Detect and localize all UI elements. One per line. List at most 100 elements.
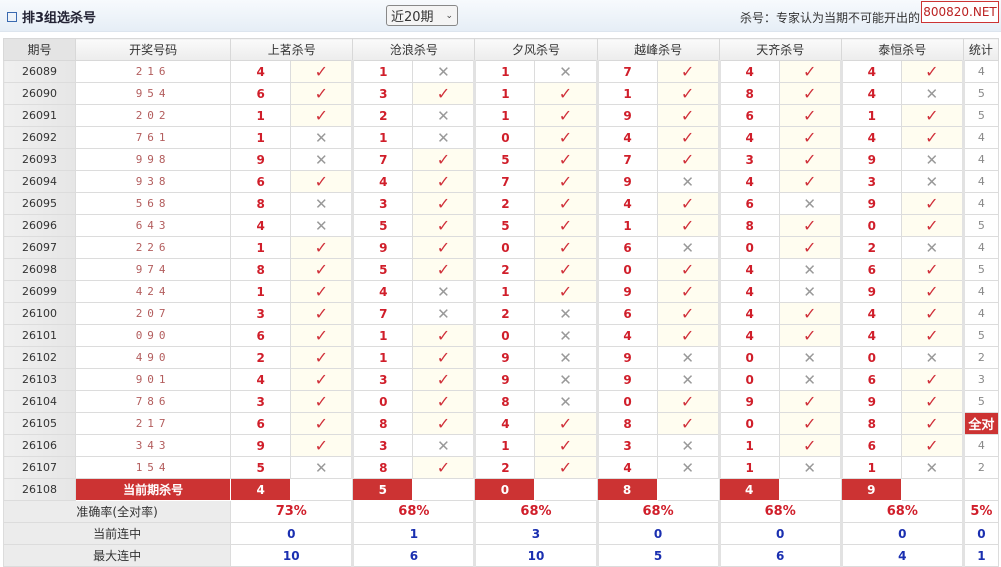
current-label: 当前期杀号 [75,478,232,501]
kill-number-cell: 0 [473,324,536,347]
kill-number-cell: 4 [717,324,780,347]
current-kill-cell: 4 [718,478,780,501]
check-icon: ✓ [656,214,720,237]
kill-number-cell: 0 [839,214,902,237]
kill-number-cell: 9 [595,346,658,369]
stat-cell: 5 [961,104,1000,127]
kill-number-cell: 9 [595,170,658,193]
check-icon: ✓ [534,82,598,105]
check-icon: ✓ [290,170,354,193]
draw-number-cell: 343 [75,434,232,457]
check-icon: ✓ [412,214,476,237]
top-bar: 排3组选杀号 近20期 ⌄ 杀号：专家认为当期不可能开出的 800820.NET [0,0,1001,32]
cross-icon: ✕ [534,324,598,347]
table-row: 26105 217 6 ✓ 8 ✓ 4 ✓ 8 ✓ 0 ✓ 8 ✓ 全对 [2,412,1000,435]
check-icon: ✓ [778,148,842,171]
check-icon: ✓ [656,104,720,127]
check-icon: ✓ [290,82,354,105]
check-icon: ✓ [900,434,964,457]
draw-number-cell: 786 [75,390,232,413]
check-icon: ✓ [412,456,476,479]
stat-cell: 4 [961,148,1000,171]
check-icon: ✓ [534,192,598,215]
current-kill-cell: 5 [352,478,414,501]
kill-number-cell: 3 [839,170,902,193]
kill-number-cell: 1 [473,60,536,83]
cross-icon: ✕ [290,148,354,171]
empty-cell [900,478,964,501]
cross-icon: ✕ [534,60,598,83]
check-icon: ✓ [900,126,964,149]
square-icon [7,11,17,22]
kill-number-cell: 2 [473,302,536,325]
kill-number-cell: 4 [717,126,780,149]
draw-number-cell: 226 [75,236,232,259]
check-icon: ✓ [534,104,598,127]
kill-number-cell: 4 [839,82,902,105]
kill-number-cell: 1 [230,126,292,149]
kill-number-cell: 1 [230,104,292,127]
check-icon: ✓ [656,390,720,413]
col-expert: 天齐杀号 [718,38,842,61]
stat-cell: 3 [961,368,1000,391]
period-range-value: 近20期 [391,10,434,25]
check-icon: ✓ [778,126,842,149]
kill-number-cell: 9 [595,104,658,127]
period-cell: 26094 [2,170,77,193]
watermark-logo: 800820.NET [921,1,999,23]
col-expert: 沧浪杀号 [352,38,476,61]
period-cell: 26090 [2,82,77,105]
cross-icon: ✕ [656,236,720,259]
kill-number-cell: 1 [839,456,902,479]
kill-number-cell: 4 [839,126,902,149]
kill-number-cell: 9 [839,192,902,215]
col-expert: 夕风杀号 [474,38,598,61]
kill-number-cell: 8 [595,412,658,435]
check-icon: ✓ [900,324,964,347]
kill-number-cell: 6 [230,170,292,193]
kill-number-cell: 5 [351,258,414,281]
kill-number-cell: 8 [351,456,414,479]
draw-number-cell: 090 [75,324,232,347]
check-icon: ✓ [534,280,598,303]
summary-stat: 5% [961,500,1000,523]
summary-value: 6 [717,544,842,567]
cross-icon: ✕ [656,456,720,479]
check-icon: ✓ [656,82,720,105]
stat-cell [961,478,1000,501]
kill-number-cell: 1 [351,324,414,347]
current-kill-cell: 9 [840,478,902,501]
period-cell: 26103 [2,368,77,391]
kill-number-cell: 1 [595,82,658,105]
kill-number-cell: 2 [839,236,902,259]
stat-cell: 4 [961,170,1000,193]
summary-value: 10 [473,544,598,567]
draw-number-cell: 901 [75,368,232,391]
cross-icon: ✕ [900,346,964,369]
kill-number-cell: 9 [839,390,902,413]
period-range-select[interactable]: 近20期 ⌄ [386,5,458,26]
kill-number-cell: 6 [230,324,292,347]
kill-number-cell: 9 [717,390,780,413]
kill-number-table: 期号 开奖号码 上茗杀号 沧浪杀号 夕风杀号 越峰杀号 天齐杀号 泰恒杀号 统计 26089… [2,38,1000,567]
col-stat: 统计 [962,38,1000,61]
table-row: 26094 938 6 ✓ 4 ✓ 7 ✓ 9 ✕ 4 ✓ 3 ✕ 4 [2,170,1000,193]
summary-value: 68% [595,500,720,523]
check-icon: ✓ [900,258,964,281]
check-icon: ✓ [778,412,842,435]
summary-value: 0 [230,522,354,545]
period-cell: 26099 [2,280,77,303]
kill-number-cell: 3 [351,82,414,105]
summary-value: 1 [351,522,476,545]
cross-icon: ✕ [534,302,598,325]
cross-icon: ✕ [290,126,354,149]
table-row: 26104 786 3 ✓ 0 ✓ 8 ✕ 0 ✓ 9 ✓ 9 ✓ 5 [2,390,1000,413]
summary-value: 3 [473,522,598,545]
cross-icon: ✕ [778,280,842,303]
kill-number-cell: 6 [839,368,902,391]
cross-icon: ✕ [900,170,964,193]
cross-icon: ✕ [656,368,720,391]
kill-number-cell: 9 [839,280,902,303]
kill-number-cell: 8 [717,214,780,237]
cross-icon: ✕ [412,302,476,325]
